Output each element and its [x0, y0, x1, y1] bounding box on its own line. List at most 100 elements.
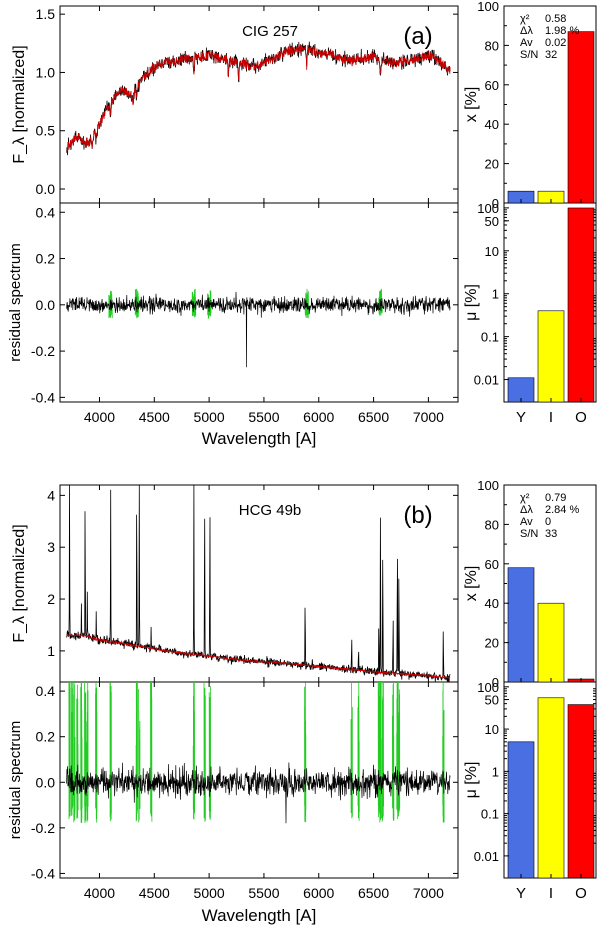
xtick-label: 5000	[194, 885, 225, 901]
xtick-label: 4500	[139, 409, 170, 425]
fit-stat-value: 0.02	[545, 37, 566, 49]
x-bar-ytick-label: 0	[492, 196, 499, 211]
spectrum-ytick-label: 4	[47, 487, 55, 503]
x-bar-y-axis-title: x [%]	[463, 87, 480, 123]
fit-stat-label: Δλ	[520, 25, 533, 37]
spectrum-ytick-label: 1	[47, 643, 55, 659]
bar-category-label: I	[549, 409, 553, 426]
fit-stat-label: χ²	[520, 492, 530, 504]
fit-stat-value: 0.79	[545, 492, 566, 504]
xtick-label: 4000	[84, 409, 115, 425]
x-bar-ytick-label: 80	[485, 517, 499, 532]
mu-bar-y-axis-title: μ [%]	[463, 762, 480, 799]
residual-ytick-label: 0.0	[36, 774, 56, 790]
spectrum-y-axis-title: F_λ [normalized]	[11, 524, 28, 642]
mu-bar-ytick-label: 100	[477, 680, 499, 695]
residual-ytick-label: 0.0	[36, 297, 56, 313]
fit-stat-value: 2.84 %	[545, 504, 579, 516]
spectrum-ytick-label: 0.5	[36, 123, 56, 139]
bar-category-label: O	[575, 409, 587, 426]
bar-category-label: Y	[516, 409, 526, 426]
x-bar-ytick-label: 60	[485, 78, 499, 93]
bar-category-label: O	[575, 885, 587, 902]
galaxy-name: HCG 49b	[239, 502, 302, 519]
xtick-label: 7000	[413, 885, 444, 901]
x-bar-y-axis-title: x [%]	[463, 566, 480, 602]
mu-bar-O	[567, 207, 595, 403]
mu-bar-ytick-label: 10	[485, 722, 499, 737]
fit-stat-value: 0	[545, 516, 551, 528]
x-bar-ytick-label: 0	[492, 675, 499, 690]
mu-bar-ytick-label: 50	[485, 693, 499, 708]
x-bar-ytick-label: 100	[477, 0, 499, 14]
panel-label: (a)	[403, 23, 432, 50]
residual-ytick-label: 0.2	[36, 729, 56, 745]
xtick-label: 5500	[248, 409, 279, 425]
fit-stat-label: S/N	[520, 528, 538, 540]
spectrum-y-axis-title: F_λ [normalized]	[11, 45, 28, 163]
spectrum-ytick-label: 0.0	[36, 181, 56, 197]
residual-ytick-label: -0.4	[31, 865, 55, 881]
x-bar-Y	[507, 567, 535, 683]
mu-bar-ytick-label: 10	[485, 244, 499, 259]
x-bar-ytick-label: 60	[485, 557, 499, 572]
model-spectrum-line	[66, 44, 451, 153]
residual-line	[66, 762, 451, 824]
xtick-label: 4000	[84, 885, 115, 901]
observed-spectrum-line	[66, 484, 451, 683]
mu-bar-ytick-label: 0.01	[474, 849, 499, 864]
xtick-label: 6000	[303, 409, 334, 425]
fit-stat-label: χ²	[520, 13, 530, 25]
fit-stat-label: Av	[520, 37, 533, 49]
x-bar-ytick-label: 80	[485, 38, 499, 53]
mu-bar-Y	[507, 377, 535, 403]
residual-ytick-label: 0.4	[36, 683, 56, 699]
mu-bar-ytick-label: 100	[477, 201, 499, 216]
mu-bar-ytick-label: 1	[492, 287, 499, 302]
x-bar-I	[537, 602, 565, 683]
residual-frame	[59, 202, 459, 403]
mu-bar-I	[537, 310, 565, 403]
fit-stat-value: 0.58	[545, 13, 566, 25]
spectrum-ytick-label: 3	[47, 539, 55, 555]
bar-category-label: I	[549, 885, 553, 902]
xtick-label: 6500	[358, 885, 389, 901]
mu-bar-y-axis-title: μ [%]	[463, 284, 480, 321]
mu-bar-ytick-label: 0.1	[481, 330, 499, 345]
residual-y-axis-title: residual spectrum	[7, 721, 24, 839]
residual-ytick-label: -0.2	[31, 343, 55, 359]
residual-ytick-label: 0.2	[36, 251, 56, 267]
residual-y-axis-title: residual spectrum	[7, 243, 24, 361]
mu-bar-ytick-label: 1	[492, 764, 499, 779]
spectrum-ytick-label: 2	[47, 591, 55, 607]
x-bar-ytick-label: 40	[485, 117, 499, 132]
x-axis-title: Wavelength [A]	[202, 906, 317, 925]
mu-bar-ytick-label: 50	[485, 214, 499, 229]
spectrum-ytick-label: 1.5	[36, 6, 56, 22]
spectrum-ytick-label: 1.0	[36, 64, 56, 80]
mu-bar-ytick-label: 0.01	[474, 373, 499, 388]
fit-stat-label: Av	[520, 516, 533, 528]
masked-residual-line	[68, 681, 445, 824]
x-axis-title: Wavelength [A]	[202, 429, 317, 448]
xtick-label: 4500	[139, 885, 170, 901]
fit-stat-value: 1.98 %	[545, 25, 579, 37]
galaxy-name: CIG 257	[242, 23, 298, 40]
fit-stat-label: S/N	[520, 49, 538, 61]
mu-bar-I	[537, 697, 565, 879]
xtick-label: 6500	[358, 409, 389, 425]
fit-stat-value: 33	[545, 528, 557, 540]
xtick-label: 7000	[413, 409, 444, 425]
residual-ytick-label: -0.2	[31, 820, 55, 836]
observed-spectrum-line	[66, 41, 451, 156]
x-bar-O	[567, 31, 595, 204]
x-bar-ytick-label: 100	[477, 478, 499, 493]
bar-category-label: Y	[516, 885, 526, 902]
residual-line	[66, 291, 451, 368]
x-bar-ytick-label: 40	[485, 596, 499, 611]
fit-stat-label: Δλ	[520, 504, 533, 516]
fit-stat-value: 32	[545, 49, 557, 61]
x-bar-ytick-label: 20	[485, 636, 499, 651]
